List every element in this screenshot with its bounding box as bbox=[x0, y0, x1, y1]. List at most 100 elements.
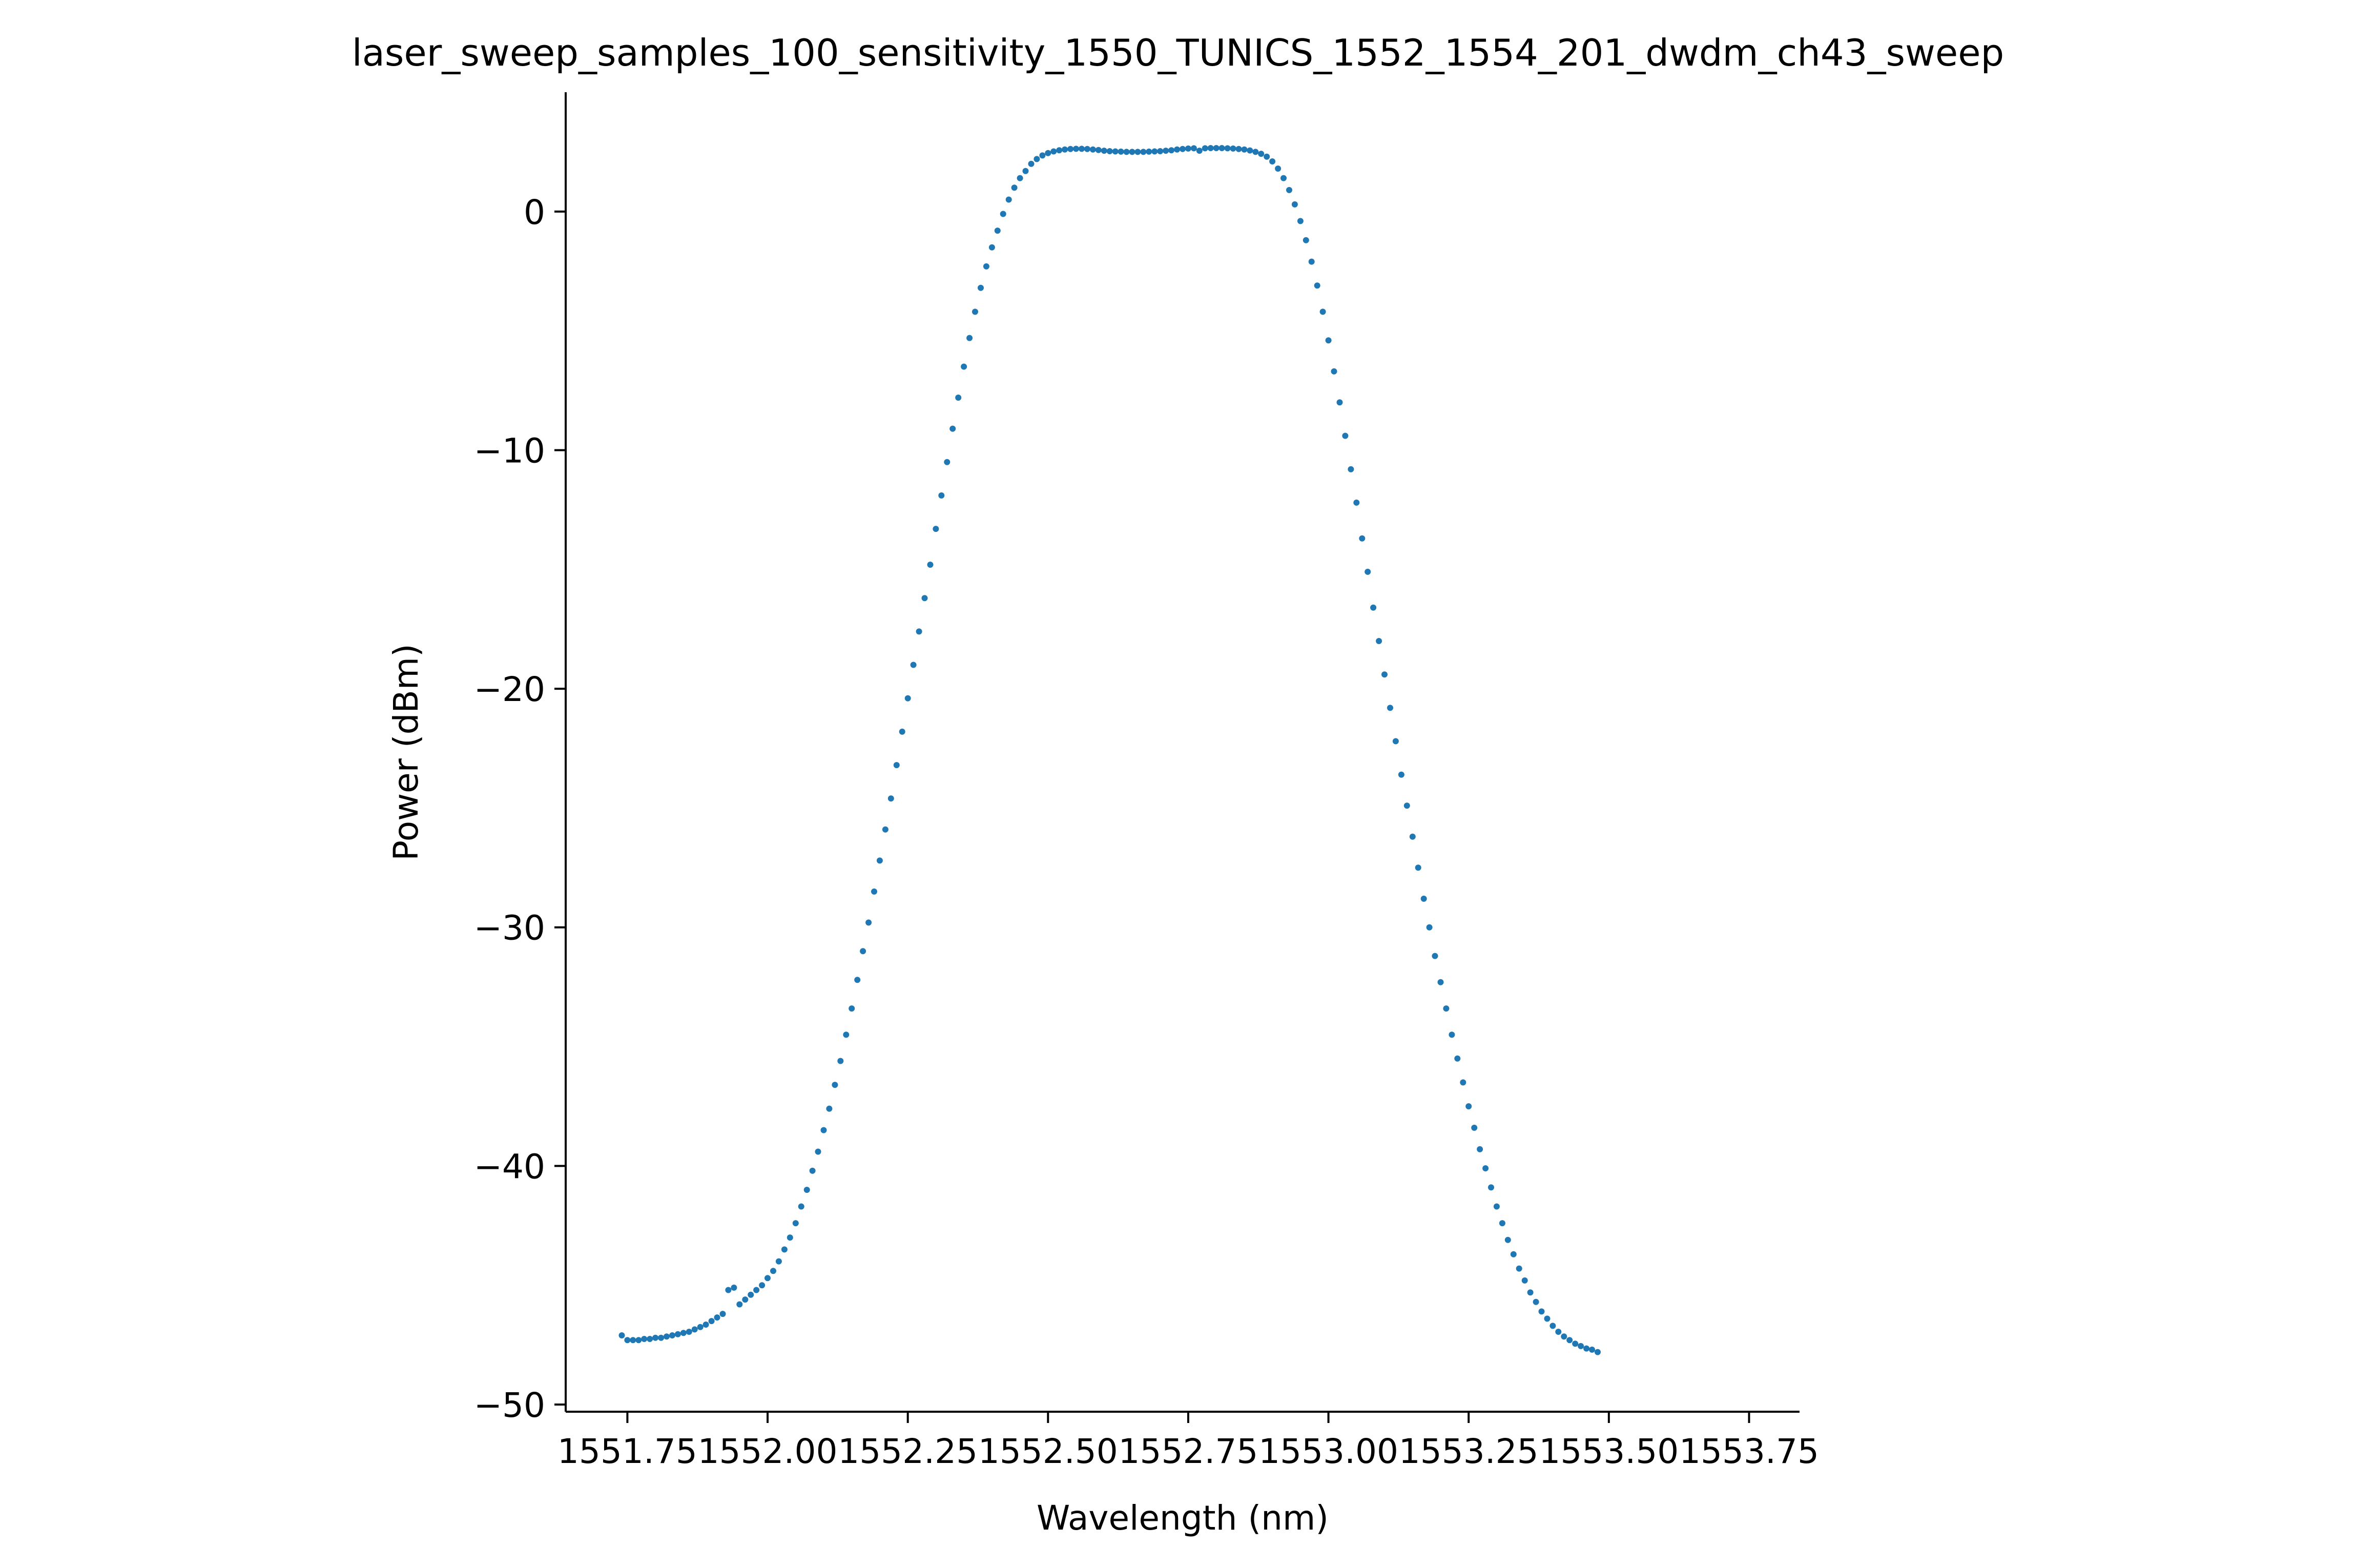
data-point bbox=[1370, 604, 1377, 611]
data-point bbox=[1084, 146, 1090, 152]
data-point bbox=[753, 1287, 760, 1293]
data-point bbox=[1538, 1308, 1545, 1315]
data-point bbox=[803, 1187, 810, 1193]
data-point bbox=[1118, 148, 1124, 155]
data-point bbox=[1134, 149, 1141, 155]
data-point bbox=[1566, 1337, 1573, 1344]
data-point bbox=[1342, 432, 1349, 439]
x-tick-label: 1553.00 bbox=[1258, 1432, 1398, 1471]
data-point bbox=[742, 1296, 749, 1303]
data-point bbox=[961, 363, 967, 370]
x-axis-ticks: 1551.75 1552.00 1552.25 1552.50 1552.75 1553.… bbox=[557, 1412, 1819, 1471]
data-point bbox=[1213, 145, 1220, 151]
data-point bbox=[1359, 535, 1366, 542]
data-point bbox=[1471, 1124, 1478, 1131]
data-point bbox=[1089, 146, 1096, 153]
data-point bbox=[972, 308, 978, 315]
data-point bbox=[1409, 833, 1416, 840]
data-point bbox=[1157, 148, 1164, 154]
data-point bbox=[1549, 1323, 1556, 1329]
data-point bbox=[1303, 237, 1309, 243]
data-point bbox=[944, 459, 950, 465]
data-point bbox=[815, 1148, 821, 1155]
x-tick-label: 1552.75 bbox=[1118, 1432, 1258, 1471]
x-tick-label: 1553.50 bbox=[1539, 1432, 1679, 1471]
data-point bbox=[1291, 201, 1298, 208]
data-point bbox=[1544, 1315, 1551, 1322]
chart-title: laser_sweep_samples_100_sensitivity_1550… bbox=[352, 31, 2004, 74]
data-point bbox=[1297, 218, 1304, 224]
data-point bbox=[1510, 1251, 1517, 1257]
data-point bbox=[1050, 148, 1057, 155]
data-point bbox=[1286, 187, 1292, 193]
data-point bbox=[1420, 895, 1427, 902]
data-point bbox=[1348, 466, 1354, 472]
data-point bbox=[1398, 771, 1404, 778]
data-point bbox=[949, 425, 956, 432]
data-point bbox=[994, 228, 1001, 234]
data-point bbox=[1017, 175, 1023, 181]
data-point bbox=[916, 628, 922, 635]
data-point bbox=[618, 1332, 625, 1338]
data-point bbox=[1174, 146, 1181, 153]
data-point bbox=[1336, 399, 1343, 406]
data-point bbox=[1247, 147, 1253, 154]
data-point bbox=[854, 977, 861, 983]
data-point bbox=[1196, 148, 1203, 154]
data-point bbox=[635, 1337, 642, 1344]
data-point bbox=[1392, 738, 1399, 745]
data-point bbox=[1426, 924, 1433, 931]
data-point bbox=[686, 1329, 692, 1335]
data-point bbox=[1365, 568, 1371, 575]
data-point bbox=[1387, 705, 1393, 711]
data-point bbox=[1578, 1343, 1584, 1349]
data-point bbox=[1241, 146, 1248, 153]
data-point bbox=[1353, 499, 1360, 506]
data-point bbox=[1190, 145, 1197, 152]
data-point bbox=[1589, 1346, 1595, 1353]
data-point bbox=[837, 1058, 844, 1064]
data-point bbox=[978, 284, 984, 291]
data-point bbox=[1432, 953, 1438, 959]
data-point bbox=[1252, 149, 1259, 155]
data-point bbox=[983, 263, 989, 270]
axes-spines bbox=[565, 92, 1800, 1413]
data-point bbox=[1062, 146, 1068, 153]
x-tick-label: 1553.75 bbox=[1679, 1432, 1819, 1471]
data-point bbox=[702, 1322, 709, 1328]
data-point bbox=[1376, 638, 1382, 644]
y-tick-label: 0 bbox=[524, 193, 545, 232]
data-point bbox=[893, 762, 900, 769]
data-point bbox=[770, 1268, 776, 1274]
data-point bbox=[871, 888, 877, 895]
data-point bbox=[899, 728, 905, 735]
data-point bbox=[1034, 156, 1040, 162]
data-point bbox=[664, 1333, 670, 1340]
data-point bbox=[938, 492, 945, 499]
data-point bbox=[1449, 1031, 1455, 1038]
data-point bbox=[775, 1258, 782, 1265]
data-point bbox=[1000, 211, 1006, 217]
data-point bbox=[1264, 153, 1270, 160]
data-point bbox=[1258, 151, 1265, 157]
data-point bbox=[1465, 1103, 1472, 1109]
y-axis-ticks: 0 −10 −20 −30 −40 −50 bbox=[474, 193, 566, 1425]
data-point bbox=[1151, 148, 1158, 155]
data-point bbox=[1504, 1236, 1511, 1243]
data-point bbox=[1005, 196, 1012, 203]
data-point bbox=[1482, 1165, 1489, 1171]
data-point bbox=[641, 1336, 648, 1342]
data-point bbox=[1056, 147, 1063, 154]
data-point bbox=[882, 826, 888, 833]
data-point bbox=[1325, 337, 1332, 344]
data-point bbox=[904, 695, 911, 702]
data-point bbox=[1437, 979, 1444, 985]
data-point bbox=[759, 1282, 766, 1289]
data-point bbox=[1140, 149, 1147, 155]
data-point bbox=[1308, 258, 1315, 265]
data-point bbox=[849, 1005, 855, 1012]
data-point bbox=[1521, 1277, 1528, 1284]
y-tick-label: −30 bbox=[474, 909, 545, 948]
x-tick-label: 1552.50 bbox=[978, 1432, 1118, 1471]
y-tick-label: −10 bbox=[474, 431, 545, 470]
